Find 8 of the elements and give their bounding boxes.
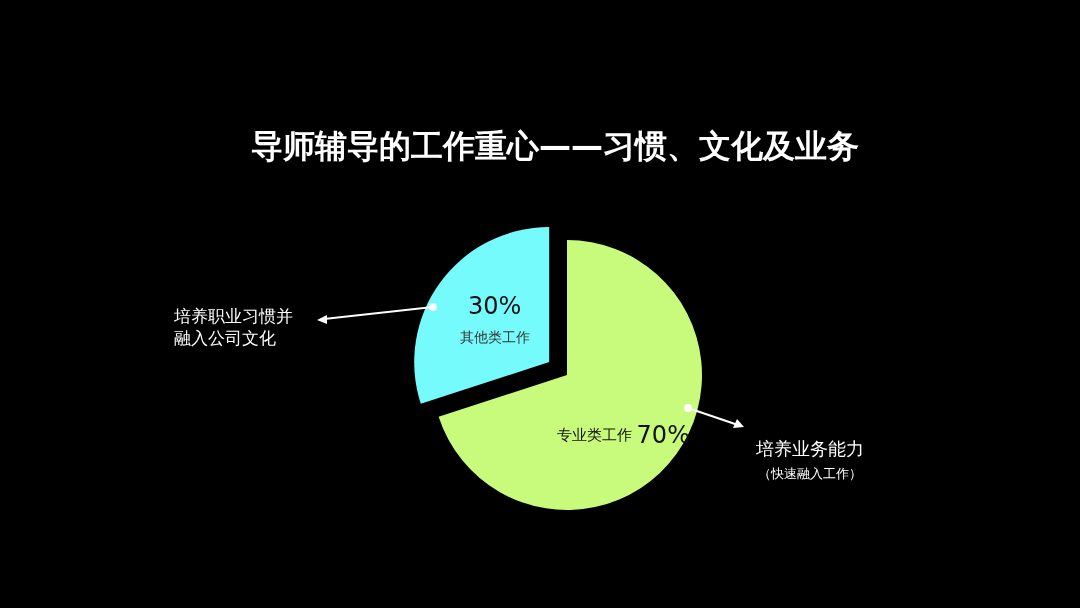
text: （快速融入工作） [758,466,862,481]
slice-label: 专业类工作 [556,425,632,444]
text: 培养职业习惯并融入公司文化 [173,306,293,348]
slice-label: 其他类工作 [459,329,530,346]
data-label: 30% [467,292,522,321]
text: 培养业务能力 [755,438,864,459]
chart-title: 导师辅导的工作重心——习惯、文化及业务 [251,127,859,165]
data-label: 70% [636,420,690,449]
